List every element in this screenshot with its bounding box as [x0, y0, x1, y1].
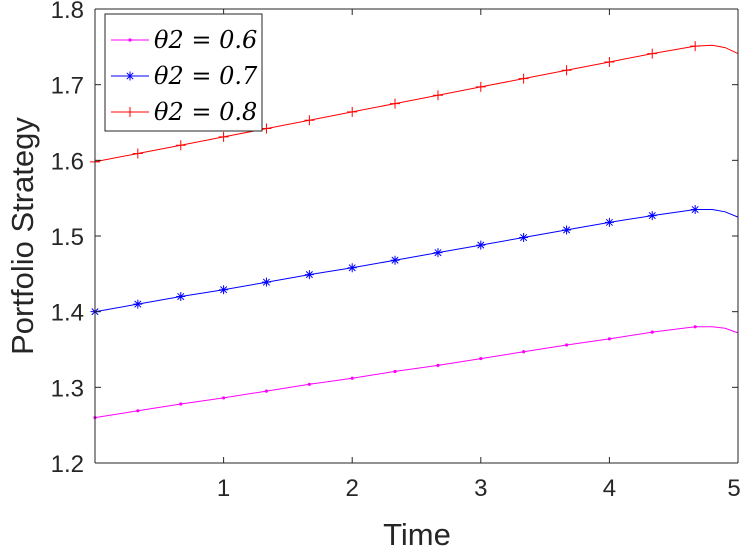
- data-point: [261, 277, 271, 287]
- x-axis-label: Time: [383, 517, 451, 551]
- data-point: [650, 330, 654, 334]
- data-point: [218, 131, 229, 142]
- y-tick-label: 1.8: [51, 0, 84, 24]
- x-tick-label: 2: [346, 475, 359, 502]
- data-point: [222, 396, 226, 400]
- data-point: [179, 402, 183, 406]
- y-tick-label: 1.6: [51, 148, 84, 175]
- legend-marker: [128, 38, 132, 42]
- data-point: [561, 65, 572, 76]
- data-point: [607, 337, 612, 341]
- data-point: [690, 41, 701, 52]
- series-3: [90, 41, 739, 167]
- legend-item: θ2 = 0.7: [111, 62, 258, 90]
- data-point: [432, 90, 443, 101]
- data-point: [647, 211, 657, 221]
- data-point: [264, 389, 269, 393]
- data-point: [433, 248, 443, 258]
- data-point: [519, 233, 529, 243]
- data-point: [476, 240, 486, 250]
- data-point: [175, 140, 186, 151]
- y-tick-label: 1.5: [51, 224, 84, 251]
- data-point: [133, 299, 143, 309]
- x-tick-label: 4: [603, 475, 616, 502]
- legend: θ2 = 0.6 θ2 = 0.7 θ2 = 0.8: [104, 13, 263, 132]
- data-point: [347, 263, 357, 273]
- data-point: [564, 343, 569, 347]
- legend-label: θ2 = 0.8: [154, 98, 257, 126]
- data-point: [219, 285, 229, 295]
- data-point: [562, 225, 572, 235]
- series-layer: [90, 41, 739, 420]
- axes-layer: 1 2 3 4 5 1.2 1.3 1.4 1.5 1.6 1.7 1.8: [51, 0, 741, 502]
- data-point: [518, 73, 529, 84]
- legend-item: θ2 = 0.8: [111, 98, 257, 126]
- data-point: [307, 382, 311, 386]
- legend-label: θ2 = 0.7: [154, 62, 258, 90]
- data-point: [436, 363, 440, 367]
- x-tick-label: 1: [217, 475, 230, 502]
- data-point: [390, 98, 401, 109]
- legend-marker: [125, 71, 135, 81]
- x-tick-label: 3: [474, 475, 487, 502]
- data-point: [176, 292, 186, 302]
- data-point: [604, 217, 614, 227]
- data-point: [604, 56, 615, 67]
- data-point: [690, 205, 700, 215]
- data-point: [475, 81, 486, 92]
- data-point: [347, 106, 358, 117]
- data-point: [522, 350, 526, 354]
- series-1: [93, 325, 739, 420]
- data-point: [479, 356, 483, 361]
- data-point: [350, 376, 354, 380]
- y-tick-label: 1.2: [51, 451, 84, 478]
- data-point: [393, 369, 397, 374]
- data-point: [304, 270, 314, 280]
- data-point: [261, 123, 272, 134]
- data-point: [693, 325, 697, 329]
- data-point: [304, 115, 315, 126]
- x-tick-label: 5: [727, 475, 740, 502]
- data-point: [390, 255, 400, 265]
- series-line-1: [94, 326, 739, 419]
- y-tick-label: 1.4: [51, 300, 84, 327]
- data-point: [132, 148, 143, 159]
- y-tick-label: 1.7: [51, 73, 84, 100]
- legend-label: θ2 = 0.6: [154, 26, 257, 54]
- legend-marker: [125, 107, 135, 117]
- y-axis-label: Portfolio Strategy: [5, 117, 40, 355]
- data-point: [647, 48, 658, 59]
- legend-item: θ2 = 0.6: [111, 26, 257, 54]
- data-point: [136, 409, 140, 413]
- y-tick-label: 1.3: [51, 375, 84, 402]
